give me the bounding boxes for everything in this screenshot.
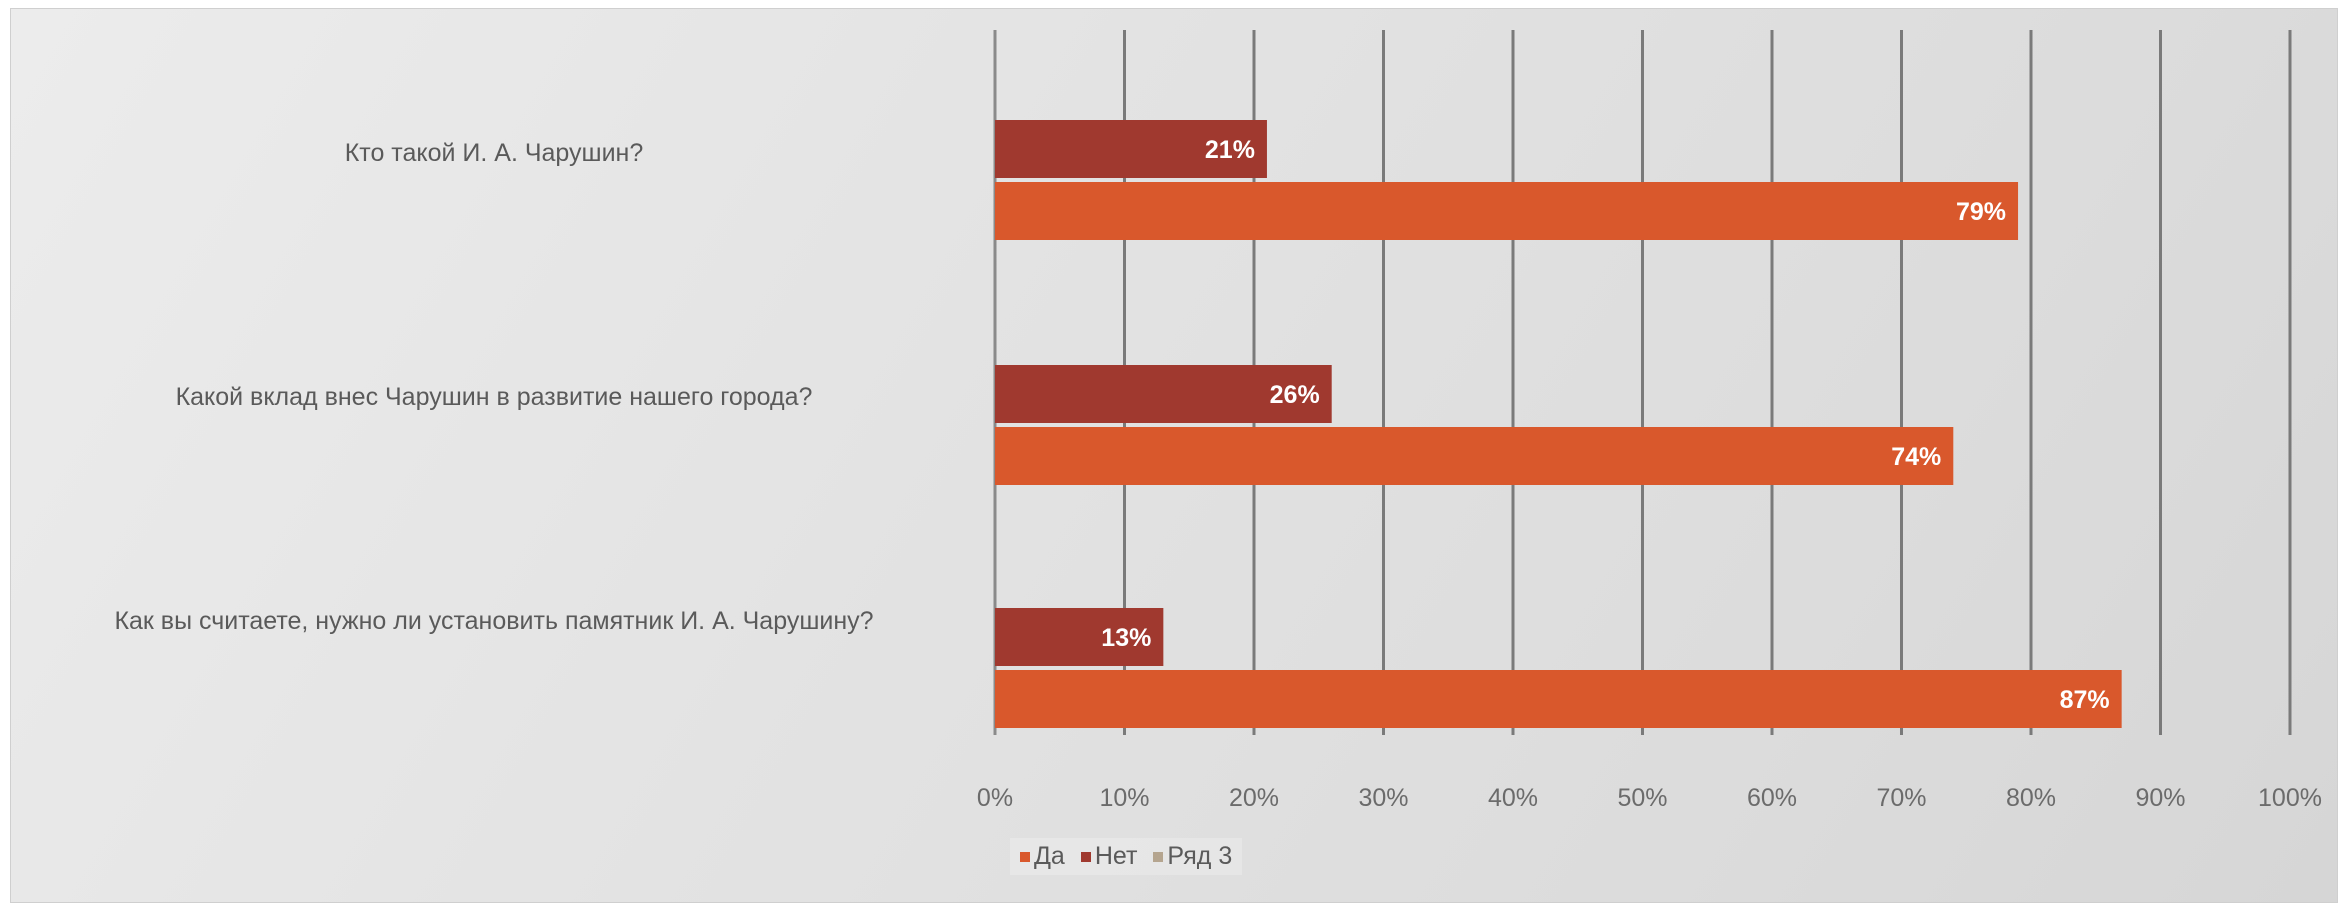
- legend-label-da: Да: [1034, 842, 1065, 870]
- x-tick-label-10: 100%: [2258, 784, 2322, 812]
- data-label-da-2: 74%: [1891, 443, 1941, 471]
- legend-swatch-net: [1080, 851, 1091, 862]
- x-tick-label-4: 40%: [1488, 784, 1538, 812]
- x-tick-label-7: 70%: [1876, 784, 1926, 812]
- data-label-da-3: 87%: [2060, 686, 2110, 714]
- x-tick-label-9: 90%: [2135, 784, 2185, 812]
- data-label-net-1: 21%: [1205, 136, 1255, 164]
- legend-label-row3: Ряд 3: [1167, 842, 1233, 870]
- legend-swatch-row3: [1153, 851, 1164, 862]
- category-label-3: Как вы считаете, нужно ли установить пам…: [114, 607, 874, 635]
- x-tick-label-3: 30%: [1358, 784, 1408, 812]
- x-tick-label-6: 60%: [1747, 784, 1797, 812]
- data-label-da-1: 79%: [1956, 198, 2006, 226]
- x-tick-label-5: 50%: [1617, 784, 1667, 812]
- legend-label-net: Нет: [1094, 842, 1138, 870]
- data-label-net-3: 13%: [1101, 624, 1151, 652]
- legend-swatch-da: [1020, 851, 1030, 862]
- bar-da-1: [995, 182, 2019, 240]
- legend-item-da: Да: [1020, 842, 1065, 871]
- x-tick-label-1: 10%: [1099, 784, 1149, 812]
- bar-da-3: [995, 670, 2122, 728]
- category-label-1: Кто такой И. А. Чарушин?: [344, 139, 644, 167]
- legend-item-row3: Ряд 3: [1153, 842, 1232, 871]
- data-label-net-2: 26%: [1270, 381, 1320, 409]
- bar-net-2: [995, 365, 1332, 423]
- x-tick-label-8: 80%: [2006, 784, 2056, 812]
- legend: Да Нет Ряд 3: [1010, 838, 1243, 875]
- bar-net-1: [995, 120, 1267, 178]
- bar-da-2: [995, 427, 1954, 485]
- x-tick-label-2: 20%: [1229, 784, 1279, 812]
- x-tick-label-0: 0%: [977, 784, 1013, 812]
- bar-net-3: [995, 608, 1164, 666]
- legend-item-net: Нет: [1080, 842, 1138, 871]
- category-label-2: Какой вклад внес Чарушин в развитие наше…: [175, 383, 813, 411]
